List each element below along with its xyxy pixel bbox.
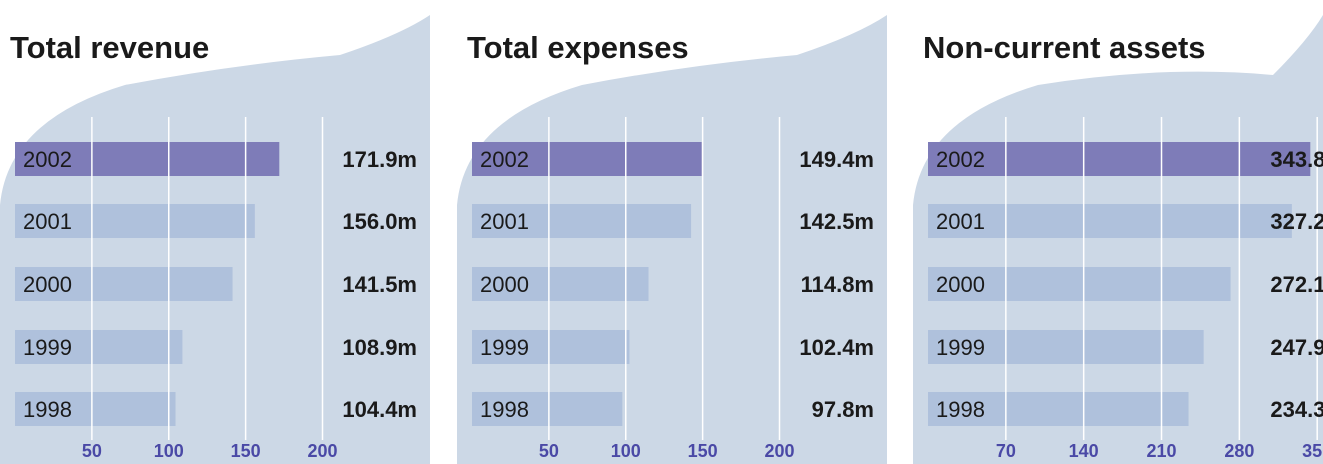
category-label: 2000 (23, 272, 72, 297)
chart-title: Non-current assets (923, 30, 1206, 65)
category-label: 2002 (23, 147, 72, 172)
bar-1998 (15, 392, 176, 426)
tick-label: 70 (996, 441, 1016, 461)
tick-label: 150 (688, 441, 718, 461)
category-label: 2000 (936, 272, 985, 297)
bar-2002 (15, 142, 280, 176)
chart-svg: 2002 2001 2000 1999 1998 149.4m 142.5m 114.8m 10… (457, 15, 887, 464)
value-label: 156.0m (342, 209, 417, 234)
category-label: 2001 (480, 209, 529, 234)
bar-1999 (928, 330, 1204, 364)
value-label: 97.8m (812, 397, 874, 422)
chart-panel-non-current-assets: 2002 2001 2000 1999 1998 343.8m 327.2m 272.1m 24… (913, 0, 1323, 464)
bar-2002 (928, 142, 1311, 176)
tick-label: 210 (1146, 441, 1176, 461)
bar-2000 (472, 267, 649, 301)
value-label: 171.9m (342, 147, 417, 172)
chart-title: Total expenses (467, 30, 689, 65)
bar-1998 (928, 392, 1189, 426)
bar-1999 (472, 330, 630, 364)
chart-title: Total revenue (10, 30, 210, 65)
tick-label: 200 (764, 441, 794, 461)
category-label: 2002 (936, 147, 985, 172)
bar-2001 (472, 204, 692, 238)
chart-svg: 2002 2001 2000 1999 1998 171.9m 156.0m 141.5m 10… (0, 15, 430, 464)
value-label: 104.4m (342, 397, 417, 422)
tick-label: 50 (539, 441, 559, 461)
tick-label: 200 (307, 441, 337, 461)
value-label: 234.3m (1270, 397, 1323, 422)
value-label: 142.5m (799, 209, 874, 234)
chart-svg: 2002 2001 2000 1999 1998 343.8m 327.2m 272.1m 24… (913, 15, 1323, 464)
tick-label: 280 (1224, 441, 1254, 461)
category-label: 1998 (480, 397, 529, 422)
tick-label: 50 (82, 441, 102, 461)
value-label: 247.9m (1270, 335, 1323, 360)
value-label: 108.9m (342, 335, 417, 360)
category-label: 1998 (23, 397, 72, 422)
value-label: 343.8m (1270, 147, 1323, 172)
value-label: 102.4m (799, 335, 874, 360)
tick-label: 100 (611, 441, 641, 461)
tick-label: 140 (1069, 441, 1099, 461)
category-label: 2000 (480, 272, 529, 297)
bar-1998 (472, 392, 623, 426)
bar-2001 (928, 204, 1292, 238)
value-label: 114.8m (801, 272, 874, 297)
chart-panel-total-revenue: 2002 2001 2000 1999 1998 171.9m 156.0m 141.5m 10… (0, 0, 430, 464)
category-label: 2002 (480, 147, 529, 172)
category-label: 2001 (23, 209, 72, 234)
value-label: 272.1m (1270, 272, 1323, 297)
category-label: 1998 (936, 397, 985, 422)
bar-1999 (15, 330, 183, 364)
value-label: 327.2m (1270, 209, 1323, 234)
value-label: 149.4m (799, 147, 874, 172)
category-label: 2001 (936, 209, 985, 234)
chart-panel-total-expenses: 2002 2001 2000 1999 1998 149.4m 142.5m 114.8m 10… (457, 0, 887, 464)
bar-2000 (15, 267, 233, 301)
category-label: 1999 (936, 335, 985, 360)
bar-2002 (472, 142, 702, 176)
category-label: 1999 (480, 335, 529, 360)
bar-2001 (15, 204, 255, 238)
tick-label: 150 (231, 441, 261, 461)
tick-label: 350 (1302, 441, 1323, 461)
bar-2000 (928, 267, 1231, 301)
value-label: 141.5m (342, 272, 417, 297)
category-label: 1999 (23, 335, 72, 360)
tick-label: 100 (154, 441, 184, 461)
